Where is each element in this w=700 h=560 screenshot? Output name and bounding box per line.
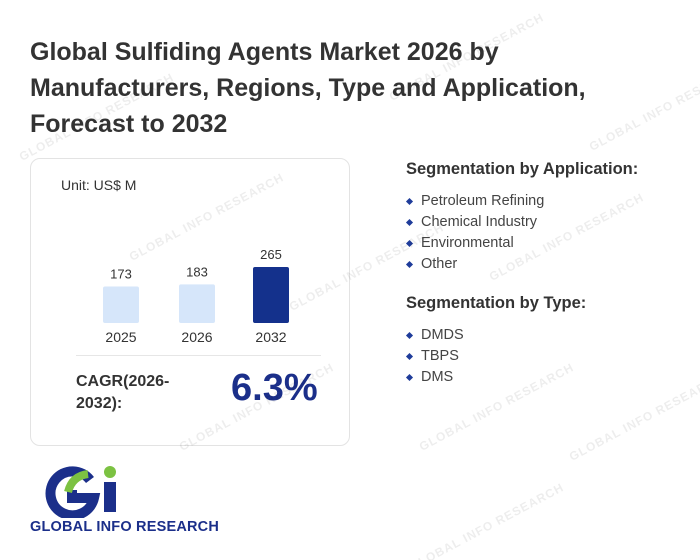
application-list: Petroleum Refining Chemical Industry Env…	[406, 191, 696, 275]
gi-logo-icon	[45, 466, 116, 521]
bar-2032	[253, 267, 289, 323]
brand-logo: GLOBAL INFO RESEARCH	[28, 462, 238, 542]
cagr-value: 6.3%	[231, 367, 318, 409]
list-item: Other	[406, 254, 696, 275]
unit-label: Unit: US$ M	[61, 177, 137, 193]
segmentation-application: Segmentation by Application: Petroleum R…	[406, 160, 696, 275]
bar-chart: 173 2025 183 2026 265 2032	[103, 247, 289, 345]
list-item: TBPS	[406, 346, 696, 367]
page-title: Global Sulfiding Agents Market 2026 by M…	[30, 38, 586, 138]
type-list: DMDS TBPS DMS	[406, 325, 696, 388]
list-item: Chemical Industry	[406, 212, 696, 233]
bar-2026	[179, 284, 215, 323]
data-label: 173	[110, 266, 132, 281]
segmentation-application-title: Segmentation by Application:	[406, 160, 639, 178]
cagr-label: CAGR(2026-2032):	[76, 373, 170, 412]
bar-2025	[103, 286, 139, 323]
data-label: 265	[260, 247, 282, 262]
list-item: DMDS	[406, 325, 696, 346]
list-item: Petroleum Refining	[406, 191, 696, 212]
segmentation-type-title: Segmentation by Type:	[406, 294, 587, 312]
category-label: 2026	[181, 329, 212, 345]
logo-text: GLOBAL INFO RESEARCH	[30, 519, 220, 535]
data-label: 183	[186, 264, 208, 279]
list-item: DMS	[406, 367, 696, 388]
market-chart-card: Unit: US$ M 173 2025 183 2026 265 2032 CAGR(2…	[30, 158, 350, 446]
watermark: GLOBAL INFO RESEARCH	[406, 480, 567, 560]
list-item: Environmental	[406, 233, 696, 254]
divider	[76, 355, 321, 356]
category-label: 2025	[105, 329, 136, 345]
segmentation-type: Segmentation by Type: DMDS TBPS DMS	[406, 294, 696, 388]
category-label: 2032	[255, 329, 286, 345]
